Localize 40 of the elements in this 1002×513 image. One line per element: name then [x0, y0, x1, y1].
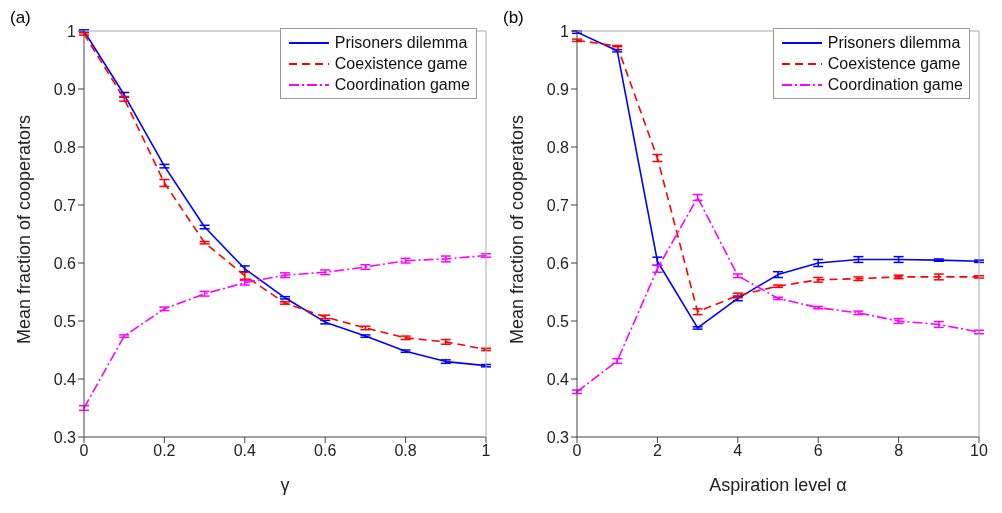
legend-label: Coordination game — [334, 75, 470, 95]
x-tick-label: 4 — [733, 442, 743, 460]
y-tick-label: 0.8 — [53, 138, 77, 156]
y-tick-label: 0.4 — [53, 370, 77, 388]
x-tick-label: 0.4 — [233, 442, 257, 460]
y-tick-label: 0.7 — [546, 196, 570, 214]
x-tick-label: 2 — [652, 442, 662, 460]
x-tick-label: 0.6 — [314, 442, 337, 460]
chart-title: (a) — [10, 8, 31, 28]
x-tick-label: 1 — [481, 442, 491, 460]
x-axis-title: Aspiration level α — [709, 475, 847, 495]
x-tick-label: 0.2 — [153, 442, 176, 460]
legend-label: Coordination game — [827, 75, 963, 95]
y-tick-label: 0.6 — [53, 254, 77, 272]
y-tick-label: 0.9 — [546, 80, 570, 98]
y-tick-label: 0.4 — [546, 370, 570, 388]
y-tick-label: 0.9 — [53, 80, 77, 98]
x-tick-label: 0 — [79, 442, 89, 460]
y-axis-title: Mean fraction of cooperators — [507, 114, 528, 344]
legend-label: Prisoners dilemma — [827, 33, 961, 53]
x-tick-label: 0.8 — [394, 442, 417, 460]
legend-label: Prisoners dilemma — [334, 33, 468, 53]
x-axis-title: γ — [280, 475, 290, 495]
y-tick-label: 0.3 — [53, 428, 77, 446]
x-tick-label: 6 — [813, 442, 823, 460]
x-tick-label: 8 — [894, 442, 904, 460]
y-tick-label: 0.8 — [546, 138, 570, 156]
y-tick-label: 0.3 — [546, 428, 570, 446]
legend-label: Coexistence game — [334, 54, 468, 74]
legend-label: Coexistence game — [827, 54, 961, 74]
chart-title: (b) — [503, 8, 524, 28]
y-tick-label: 0.5 — [53, 312, 77, 330]
x-tick-label: 0 — [572, 442, 582, 460]
y-tick-label: 1 — [560, 22, 570, 40]
x-tick-label: 10 — [970, 442, 988, 460]
y-tick-label: 0.5 — [546, 312, 570, 330]
y-tick-label: 0.6 — [546, 254, 570, 272]
y-tick-label: 0.7 — [53, 196, 77, 214]
y-tick-label: 1 — [67, 22, 77, 40]
y-axis-title: Mean fraction of cooperators — [14, 114, 35, 344]
